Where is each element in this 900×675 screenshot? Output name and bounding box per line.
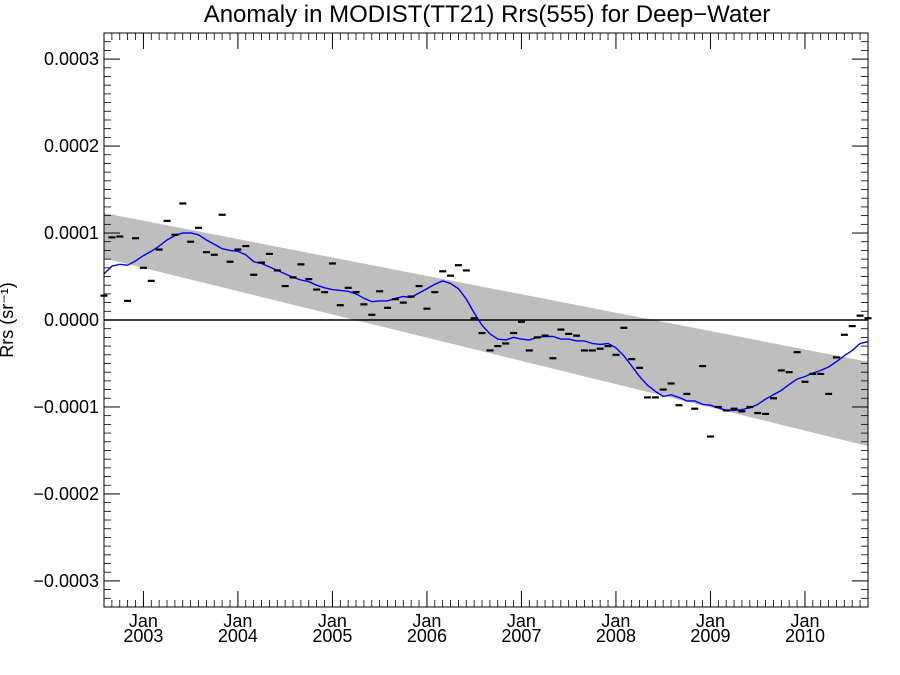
axes-layer: 0.0003 0.0002 0.0001 0.0000 −0.0001 −0.0002 −0… xyxy=(33,32,869,646)
y-tick-label: −0.0002 xyxy=(33,484,99,504)
x-tick-label-month: Jan xyxy=(601,611,630,631)
x-tick-label-month: Jan xyxy=(790,611,819,631)
x-tick-label-year: 2007 xyxy=(501,626,541,646)
y-tick-label: 0.0002 xyxy=(44,136,99,156)
y-tick-label: −0.0003 xyxy=(33,571,99,591)
x-tick-label-year: 2009 xyxy=(690,626,730,646)
x-tick-label-year: 2006 xyxy=(407,626,447,646)
x-tick-label-month: Jan xyxy=(129,611,158,631)
y-tick-label: −0.0001 xyxy=(33,397,99,417)
monthly-points-layer xyxy=(100,202,872,438)
x-tick-label-year: 2004 xyxy=(218,626,258,646)
x-tick-label-year: 2008 xyxy=(596,626,636,646)
smoothed-series-layer xyxy=(103,232,869,412)
x-tick-label-month: Jan xyxy=(318,611,347,631)
x-tick-label-month: Jan xyxy=(223,611,252,631)
y-axis-label: Rrs (sr⁻¹) xyxy=(0,282,17,357)
x-tick-label-month: Jan xyxy=(507,611,536,631)
x-tick-label-year: 2010 xyxy=(785,626,825,646)
x-tick-label-year: 2003 xyxy=(123,626,163,646)
chart-title: Anomaly in MODIST(TT21) Rrs(555) for Dee… xyxy=(204,1,771,28)
y-tick-label: 0.0000 xyxy=(44,310,99,330)
x-tick-label-month: Jan xyxy=(412,611,441,631)
smoothed-series-line xyxy=(103,232,869,412)
y-tick-label: 0.0001 xyxy=(44,223,99,243)
y-tick-label: 0.0003 xyxy=(44,49,99,69)
x-tick-label-month: Jan xyxy=(696,611,725,631)
x-tick-label-year: 2005 xyxy=(312,626,352,646)
